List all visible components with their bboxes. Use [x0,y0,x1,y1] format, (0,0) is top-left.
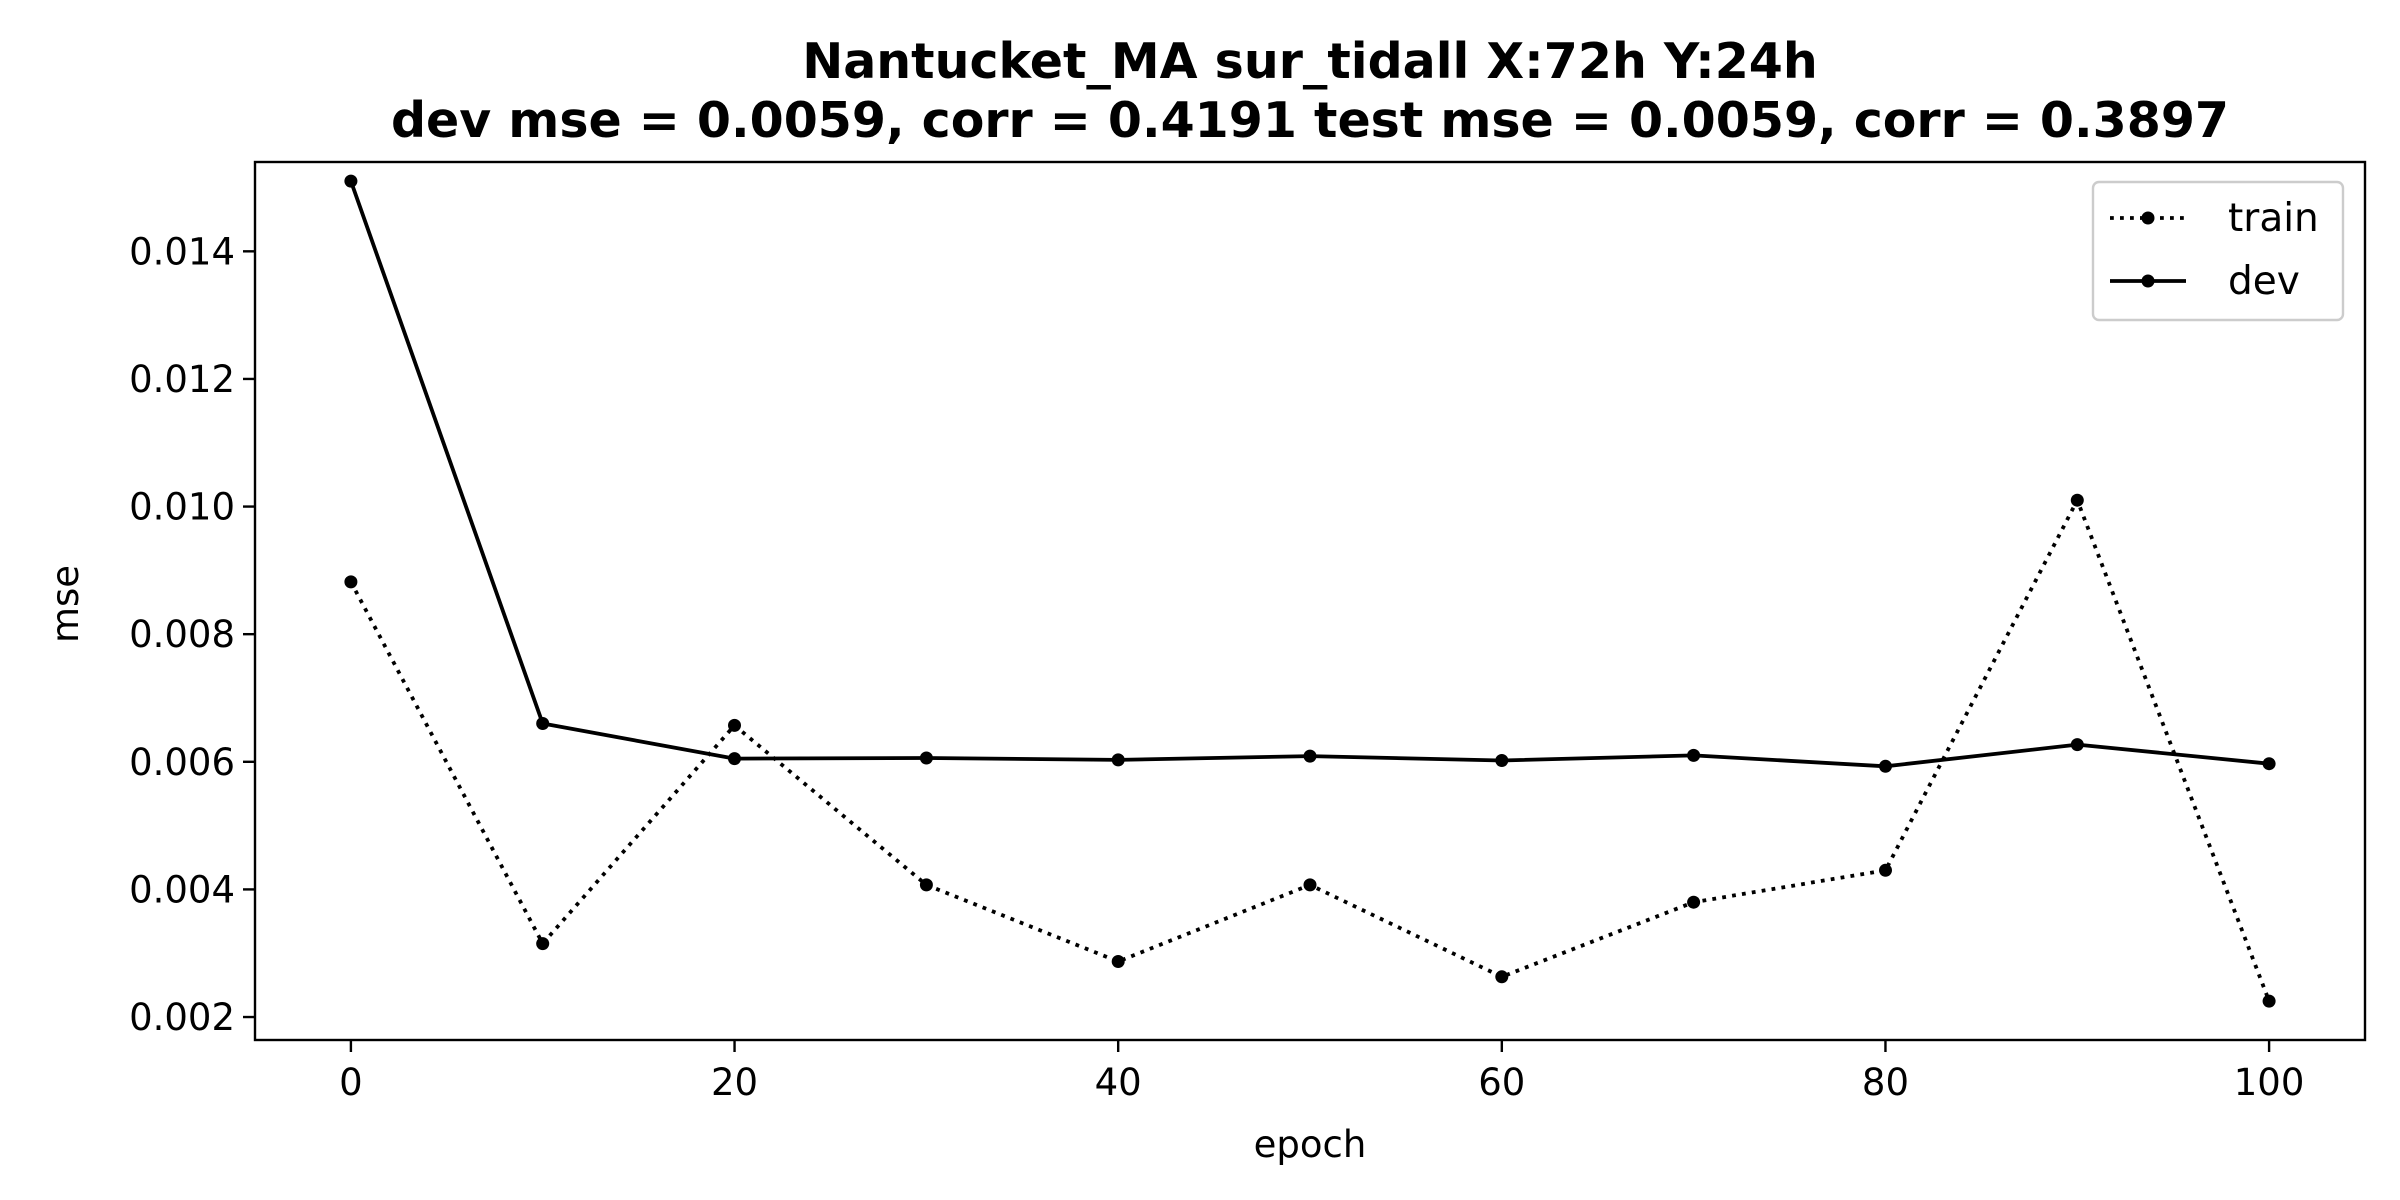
y-axis: 0.002 0.004 0.006 0.008 0.010 0.012 0.014 [129,230,255,1039]
chart-title-line-2: dev mse = 0.0059, corr = 0.4191 test mse… [391,92,2229,149]
x-tick-label: 20 [711,1061,758,1104]
series-train-point [536,937,550,951]
series-train-point [728,718,741,732]
series-train-point [1687,895,1701,909]
x-axis: 0 20 40 60 80 100 [339,1040,2304,1104]
series-dev-point [1303,749,1317,763]
series-train-point [2262,994,2276,1008]
legend-dev-marker [2141,274,2155,288]
y-tick-label: 0.004 [129,868,235,911]
y-tick-label: 0.006 [129,741,235,784]
series-train-point [919,878,933,892]
legend-box [2091,180,2345,322]
series-train-point [1879,863,1892,877]
series-train-point [2070,493,2084,507]
chart-title-line-1: Nantucket_MA sur_tidall X:72h Y:24h [802,33,1818,90]
series-dev-point [536,717,550,730]
x-tick-label: 0 [339,1061,363,1104]
series-dev-point [2070,738,2084,752]
x-tick-label: 80 [1862,1061,1909,1104]
legend-train-label: train [2228,196,2319,241]
legend-dev-label: dev [2228,259,2300,304]
x-tick-label: 40 [1095,1061,1142,1104]
y-tick-label: 0.010 [129,486,235,529]
series-train-point [1495,970,1509,984]
series-train-point [1303,878,1317,892]
legend: train dev [2091,180,2345,322]
series-train-point [344,575,358,589]
plot-frame [253,160,2367,1042]
series-dev-point [344,174,358,188]
y-axis-label: mse [44,565,87,643]
x-axis-label: epoch [1254,1123,1367,1166]
series-dev-point [1495,754,1509,767]
series-dev-point [919,751,933,765]
y-tick-label: 0.014 [129,230,235,273]
y-tick-label: 0.012 [129,358,235,401]
series-dev-point [1111,753,1125,767]
x-tick-label: 60 [1478,1061,1525,1104]
series-dev-point [2262,757,2276,771]
y-tick-label: 0.002 [129,996,235,1039]
x-tick-label: 100 [2234,1061,2305,1104]
series-dev-point [728,752,741,766]
series-dev-point [1687,748,1701,762]
plot-area [344,174,2276,1008]
series-train-point [1111,955,1125,968]
series-dev-point [1879,759,1892,773]
legend-train-marker [2141,211,2155,225]
y-tick-label: 0.008 [129,613,235,656]
